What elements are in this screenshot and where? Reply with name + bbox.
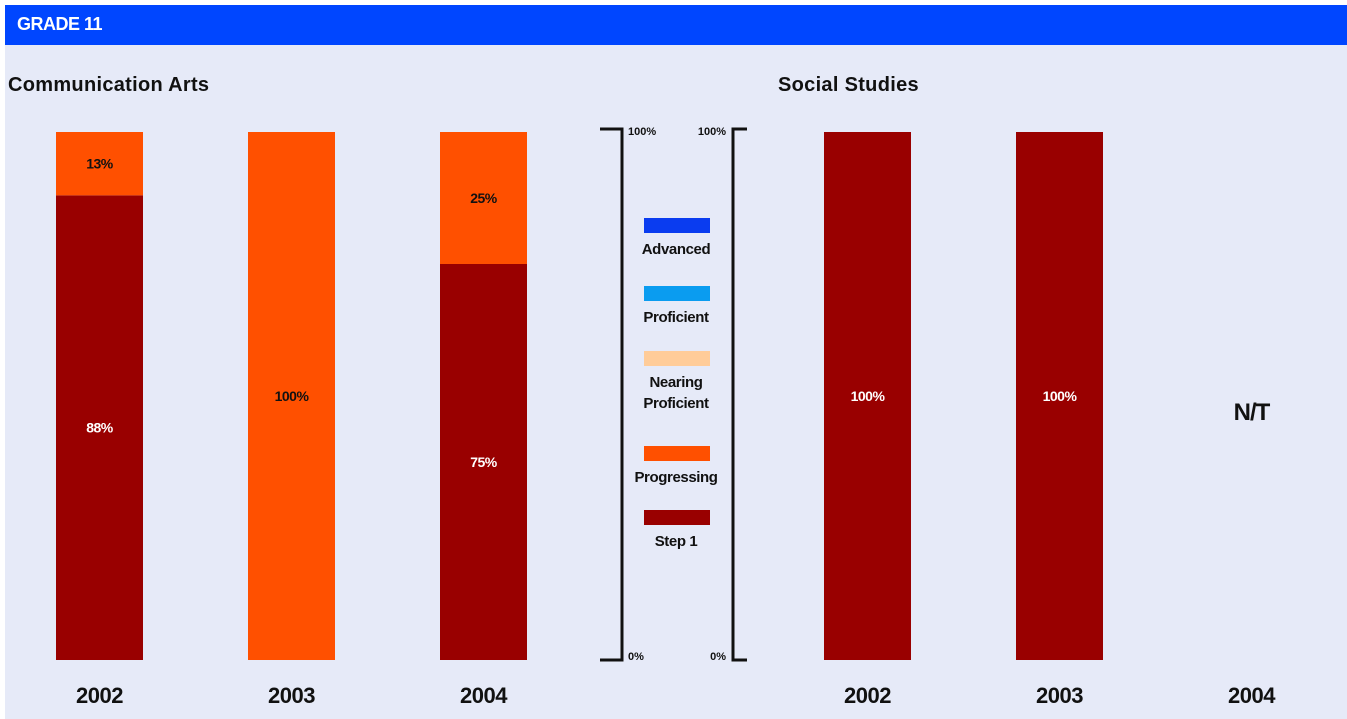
legend-label-proficient: Proficient [643,309,709,326]
communication-arts-bar-2002-step-1 [56,195,143,661]
communication-arts-data-label-2004-step-1: 75% [470,454,498,470]
communication-arts-x-tick-2003: 2003 [268,683,315,708]
communication-arts-bar-2002-progressing [56,132,143,196]
communication-arts-data-label-2003-progressing: 100% [275,388,310,404]
social-studies-data-label-2003-step-1: 100% [1043,388,1078,404]
chart-title-social-studies: Social Studies [778,74,919,96]
chart-title-communication-arts: Communication Arts [8,74,210,96]
legend-swatch-progressing [644,446,710,461]
legend-label-nearing-proficient-line-1: Nearing [649,374,702,391]
communication-arts-data-label-2002-progressing: 13% [86,156,114,172]
grade-banner: GRADE 11 [5,5,1347,45]
right-axis-bracket [731,127,747,662]
legend-swatch-nearing-proficient [644,351,710,366]
social-studies-x-tick-2004: 2004 [1228,683,1276,708]
right-axis-bottom-tick: 0% [710,651,726,663]
legend-label-progressing: Progressing [634,469,717,486]
left-axis-top-tick: 100% [628,126,656,138]
communication-arts-data-label-2002-step-1: 88% [86,420,114,436]
right-axis-top-tick: 100% [698,126,726,138]
communication-arts-x-tick-2002: 2002 [76,683,123,708]
social-studies-x-tick-2003: 2003 [1036,683,1083,708]
legend-swatch-step-1 [644,510,710,525]
social-studies-x-tick-2002: 2002 [844,683,891,708]
social-studies-data-label-2002-step-1: 100% [851,388,886,404]
legend-swatch-advanced [644,218,710,233]
communication-arts-bar-2003-progressing [248,132,335,660]
social-studies-bar-2003-step-1 [1016,132,1103,660]
grade-title: GRADE 11 [17,14,103,34]
legend-label-nearing-proficient-line-2: Proficient [643,395,709,412]
legend-label-advanced: Advanced [642,241,711,258]
social-studies-bar-2002-step-1 [824,132,911,660]
legend-label-step-1: Step 1 [655,533,698,550]
left-axis-bracket [600,127,624,662]
communication-arts-bar-2004-step-1 [440,264,527,660]
communication-arts-data-label-2004-progressing: 25% [470,190,498,206]
left-axis-bottom-tick: 0% [628,651,644,663]
legend-swatch-proficient [644,286,710,301]
social-studies-not-tested-2004: N/T [1234,399,1271,426]
communication-arts-bar-2004-progressing [440,132,527,264]
communication-arts-x-tick-2004: 2004 [460,683,508,708]
